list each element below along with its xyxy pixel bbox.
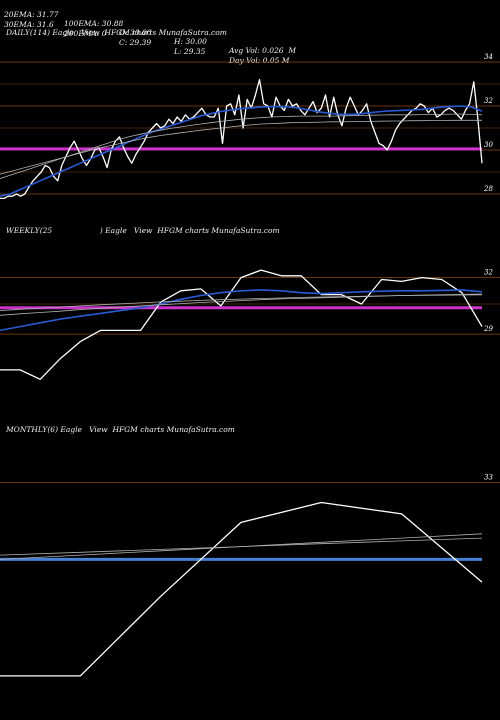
daily-y-tick-label: 28 [483,185,493,193]
weekly-y-tick-label: 29 [483,325,493,333]
monthly-y-tick-label: 33 [484,474,493,482]
header-day-vol: Day Vol: 0.05 M [229,56,290,65]
header-low: L: 29.35 [174,47,206,56]
weekly-ema-fast-line [0,289,483,332]
header-avg-vol: Avg Vol: 0.026 M [229,46,297,55]
daily-support-band [0,147,482,151]
monthly-price-line [0,501,483,677]
weekly-price-line [0,269,483,380]
header-ema30: 30EMA: 31.6 [4,20,54,29]
monthly-support-band [0,557,482,561]
weekly-panel-label: WEEKLY(25 ) Eagle View HFGM charts Munaf… [6,226,280,235]
monthly-panel-label: MONTHLY(6) Eagle View HFGM charts Munafa… [6,425,235,434]
monthly-ema-slow-2-line [0,537,483,556]
daily-y-tick-label: 32 [484,97,493,105]
header-open: O: 30.00 [119,28,152,37]
weekly-ema-slow-2-line [0,294,483,311]
daily-ema-slow-1-line [0,113,483,179]
daily-panel-label: DAILY(114) Eagle View HFGM charts Munafa… [6,28,227,37]
header-row-1: 20EMA: 31.77 100EMA: 30.88 O: 30.00 H: 3… [4,1,296,55]
daily-y-tick-label: 34 [484,53,493,61]
weekly-support-band [0,306,482,310]
daily-ema-fast-line [0,105,483,197]
daily-price-line [0,78,483,200]
weekly-ema-slow-1-line [0,293,483,316]
header-row-2: 30EMA: 31.6 200EMA: 0 C: 29.39 L: 29.35 … [4,11,289,65]
header-ema100: 100EMA: 30.88 [64,19,124,28]
daily-y-tick-label: 30 [484,141,493,149]
weekly-y-tick-label: 32 [484,269,493,277]
header-high: H: 30.00 [174,37,207,46]
header-ema200: 200EMA: 0 [64,29,107,38]
daily-ema-slow-2-line [0,119,482,175]
header-ema20: 20EMA: 31.77 [4,10,59,19]
header-close: C: 29.39 [119,38,152,47]
